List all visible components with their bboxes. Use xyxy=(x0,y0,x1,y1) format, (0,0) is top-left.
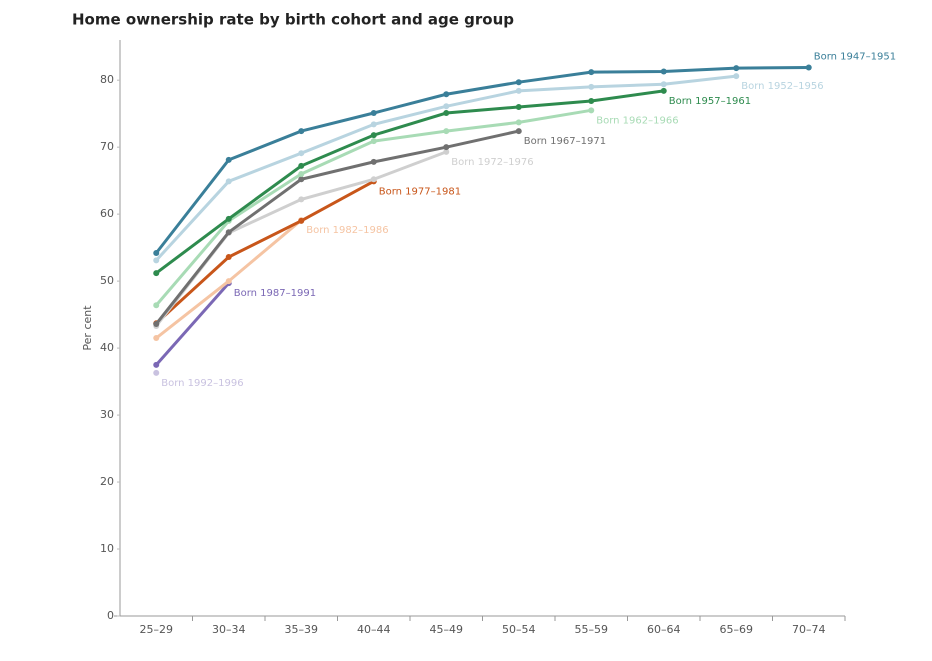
point xyxy=(443,144,450,151)
series-label: Born 1982–1986 xyxy=(306,225,388,236)
y-tick-label: 80 xyxy=(100,73,114,86)
point xyxy=(298,217,305,224)
y-tick-label: 50 xyxy=(100,274,114,287)
point xyxy=(225,215,232,222)
x-tick-label: 60–64 xyxy=(647,623,681,636)
y-tick-label: 30 xyxy=(100,408,114,421)
series-label: Born 1992–1996 xyxy=(161,378,243,389)
series-label: Born 1962–1966 xyxy=(596,115,678,126)
point xyxy=(298,128,305,135)
x-tick-label: 35–39 xyxy=(285,623,319,636)
y-tick-label: 10 xyxy=(100,542,114,555)
point xyxy=(660,87,667,94)
point xyxy=(370,110,377,117)
x-tick-label: 70–74 xyxy=(792,623,826,636)
point xyxy=(515,103,522,110)
point xyxy=(515,119,522,126)
point xyxy=(153,369,160,376)
point xyxy=(733,65,740,72)
point xyxy=(660,68,667,75)
series-label: Born 1967–1971 xyxy=(524,136,606,147)
point xyxy=(805,64,812,71)
point xyxy=(515,79,522,86)
point xyxy=(443,110,450,117)
point xyxy=(225,178,232,185)
point xyxy=(298,196,305,203)
point xyxy=(225,278,232,285)
point xyxy=(225,156,232,163)
series: Born 1987–1991 xyxy=(153,280,316,368)
point xyxy=(153,302,160,309)
x-tick-label: 55–59 xyxy=(575,623,609,636)
series-label: Born 1987–1991 xyxy=(234,288,316,299)
series: Born 1952–1956 xyxy=(153,73,824,264)
point xyxy=(588,69,595,76)
point xyxy=(588,107,595,114)
series-line xyxy=(155,282,230,366)
x-tick-label: 40–44 xyxy=(357,623,391,636)
point xyxy=(443,148,450,155)
x-tick-label: 50–54 xyxy=(502,623,536,636)
point xyxy=(153,320,160,327)
point xyxy=(443,128,450,135)
point xyxy=(370,121,377,128)
point xyxy=(443,91,450,98)
x-tick-label: 30–34 xyxy=(212,623,246,636)
point xyxy=(298,150,305,157)
y-tick-label: 70 xyxy=(100,140,114,153)
point xyxy=(515,87,522,94)
series: Born 1957–1961 xyxy=(153,87,751,277)
point xyxy=(588,97,595,104)
y-tick-label: 0 xyxy=(107,609,114,622)
series-line xyxy=(155,65,809,254)
y-tick-label: 60 xyxy=(100,207,114,220)
point xyxy=(660,81,667,88)
point xyxy=(298,170,305,177)
point xyxy=(298,176,305,183)
point xyxy=(733,73,740,80)
point xyxy=(370,158,377,165)
x-tick-label: 65–69 xyxy=(720,623,754,636)
point xyxy=(153,257,160,264)
series: Born 1982–1986 xyxy=(153,217,389,342)
series: Born 1967–1971 xyxy=(153,128,606,327)
point xyxy=(225,254,232,261)
chart-title: Home ownership rate by birth cohort and … xyxy=(72,11,514,29)
y-axis-title: Per cent xyxy=(81,305,94,351)
point xyxy=(153,335,160,342)
series-line xyxy=(155,129,520,325)
point xyxy=(370,132,377,139)
point xyxy=(153,249,160,256)
point xyxy=(588,83,595,90)
series: Born 1947–1951 xyxy=(153,51,896,256)
x-tick-label: 45–49 xyxy=(430,623,464,636)
series-line xyxy=(155,180,375,325)
series-line xyxy=(155,89,664,275)
series-label: Born 1947–1951 xyxy=(814,51,896,62)
series-label: Born 1952–1956 xyxy=(741,81,823,92)
series-label: Born 1972–1976 xyxy=(451,157,533,168)
y-tick-label: 20 xyxy=(100,475,114,488)
y-tick-label: 40 xyxy=(100,341,114,354)
point xyxy=(225,229,232,236)
x-tick-label: 25–29 xyxy=(140,623,174,636)
series: Born 1992–1996 xyxy=(153,369,244,389)
point xyxy=(153,361,160,368)
series-label: Born 1957–1961 xyxy=(669,96,751,107)
point xyxy=(298,162,305,169)
point xyxy=(443,103,450,110)
point xyxy=(515,128,522,135)
point xyxy=(153,270,160,277)
point xyxy=(370,176,377,183)
series-label: Born 1977–1981 xyxy=(379,186,461,197)
point xyxy=(370,138,377,145)
